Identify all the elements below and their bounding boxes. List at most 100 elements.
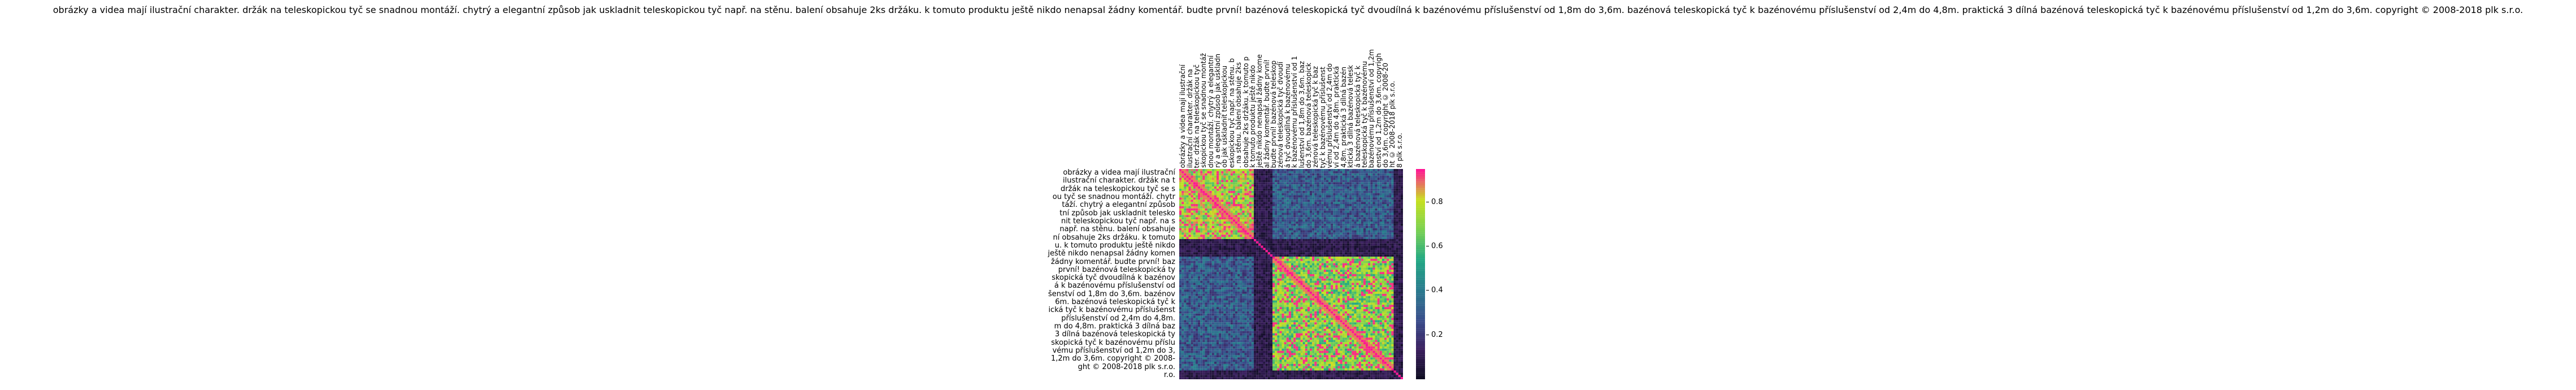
heatmap-cell <box>1221 171 1224 174</box>
heatmap-cell <box>1282 250 1284 253</box>
heatmap-cell <box>1261 263 1263 266</box>
heatmap-cell <box>1291 237 1294 240</box>
heatmap-cell <box>1331 222 1333 224</box>
heatmap-cell <box>1279 195 1282 198</box>
heatmap-cell <box>1270 272 1273 275</box>
heatmap-cell <box>1186 226 1189 228</box>
heatmap-cell <box>1230 177 1233 180</box>
heatmap-cell <box>1191 258 1193 261</box>
heatmap-cell <box>1211 223 1214 226</box>
heatmap-cell <box>1221 175 1224 178</box>
heatmap-cell <box>1181 274 1184 276</box>
heatmap-cell <box>1298 235 1301 237</box>
heatmap-cell <box>1265 200 1268 202</box>
heatmap-cell <box>1398 217 1401 220</box>
heatmap-cell <box>1237 274 1240 276</box>
heatmap-cell <box>1286 243 1289 246</box>
heatmap-cell <box>1226 276 1228 279</box>
heatmap-cell <box>1284 188 1287 191</box>
heatmap-cell <box>1337 241 1340 244</box>
heatmap-cell <box>1387 182 1389 185</box>
heatmap-cell <box>1202 237 1205 240</box>
heatmap-cell <box>1219 276 1222 279</box>
heatmap-cell <box>1393 232 1396 235</box>
heatmap-cell <box>1272 202 1275 205</box>
heatmap-cell <box>1326 245 1329 248</box>
heatmap-cell <box>1198 254 1201 257</box>
heatmap-cell <box>1368 200 1371 202</box>
heatmap-cell <box>1244 243 1247 246</box>
heatmap-cell <box>1326 272 1329 275</box>
heatmap-cell <box>1244 278 1247 281</box>
heatmap-cell <box>1205 272 1207 275</box>
row-label: 6m. bazénová teleskopická tyč k <box>1055 298 1175 307</box>
heatmap-cell <box>1400 202 1403 205</box>
heatmap-cell <box>1186 184 1189 187</box>
heatmap-cell <box>1398 219 1401 222</box>
heatmap-cell <box>1358 202 1361 205</box>
heatmap-cell <box>1333 250 1336 253</box>
heatmap-cell <box>1368 175 1371 178</box>
heatmap-cell <box>1393 278 1396 281</box>
heatmap-cell <box>1191 223 1193 226</box>
heatmap-cell <box>1326 258 1329 261</box>
heatmap-cell <box>1246 235 1249 237</box>
heatmap-cell <box>1400 252 1403 255</box>
heatmap-cell <box>1226 177 1228 180</box>
heatmap-cell <box>1305 187 1307 189</box>
heatmap-cell <box>1396 188 1398 191</box>
heatmap-cell <box>1251 177 1254 180</box>
heatmap-cell <box>1244 257 1247 259</box>
heatmap-cell <box>1244 223 1247 226</box>
heatmap-cell <box>1307 237 1310 240</box>
heatmap-cell <box>1242 195 1245 198</box>
heatmap-cell <box>1237 219 1240 222</box>
heatmap-cell <box>1226 235 1228 237</box>
heatmap-cell <box>1396 265 1398 268</box>
heatmap-cell <box>1211 187 1214 189</box>
heatmap-cell <box>1235 237 1238 240</box>
heatmap-cell <box>1328 188 1331 191</box>
heatmap-cell <box>1240 206 1243 209</box>
row-label: vému příslušenství od 1,2m do 3, <box>1052 346 1175 355</box>
heatmap-cell <box>1272 171 1275 174</box>
heatmap-cell <box>1207 252 1210 255</box>
heatmap-cell <box>1379 190 1382 193</box>
heatmap-cell <box>1284 267 1287 270</box>
heatmap-cell <box>1396 184 1398 187</box>
heatmap-cell <box>1202 280 1205 283</box>
heatmap-cell <box>1209 180 1212 183</box>
heatmap-cell <box>1356 175 1359 178</box>
heatmap-cell <box>1188 248 1191 250</box>
heatmap-cell <box>1191 193 1193 196</box>
heatmap-cell <box>1312 215 1315 218</box>
heatmap-cell <box>1251 250 1254 253</box>
heatmap-cell <box>1258 270 1261 272</box>
heatmap-cell <box>1279 182 1282 185</box>
heatmap-cell <box>1279 263 1282 266</box>
heatmap-cell <box>1317 232 1319 235</box>
heatmap-cell <box>1258 239 1261 241</box>
heatmap-cell <box>1251 261 1254 263</box>
heatmap-cell <box>1314 175 1317 178</box>
heatmap-cell <box>1186 263 1189 266</box>
heatmap-cell <box>1387 252 1389 255</box>
heatmap-cell <box>1198 182 1201 185</box>
heatmap-cell <box>1277 197 1280 200</box>
heatmap-cell <box>1319 169 1322 171</box>
heatmap-cell <box>1342 274 1345 276</box>
heatmap-cell <box>1323 254 1326 257</box>
heatmap-cell <box>1314 173 1317 176</box>
heatmap-cell <box>1202 184 1205 187</box>
heatmap-cell <box>1340 265 1343 268</box>
heatmap-cell <box>1384 223 1387 226</box>
heatmap-cell <box>1366 204 1369 206</box>
heatmap-cell <box>1326 274 1329 276</box>
heatmap-cell <box>1335 217 1338 220</box>
heatmap-cell <box>1272 241 1275 244</box>
heatmap-cell <box>1356 235 1359 237</box>
heatmap-cell <box>1291 258 1294 261</box>
heatmap-cell <box>1366 182 1369 185</box>
heatmap-cell <box>1261 187 1263 189</box>
heatmap-cell <box>1363 215 1366 218</box>
